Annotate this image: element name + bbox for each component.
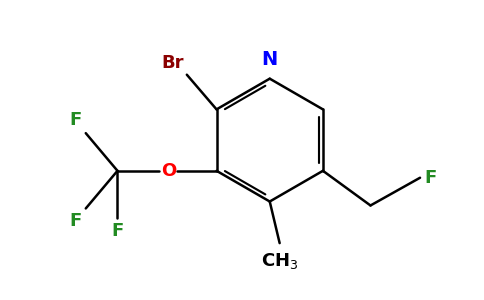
Text: O: O [161, 162, 177, 180]
Text: F: F [111, 222, 123, 240]
Text: N: N [262, 50, 278, 69]
Text: F: F [70, 212, 82, 230]
Text: CH$_3$: CH$_3$ [261, 251, 298, 271]
Text: Br: Br [161, 54, 184, 72]
Text: F: F [424, 169, 436, 187]
Text: F: F [70, 111, 82, 129]
